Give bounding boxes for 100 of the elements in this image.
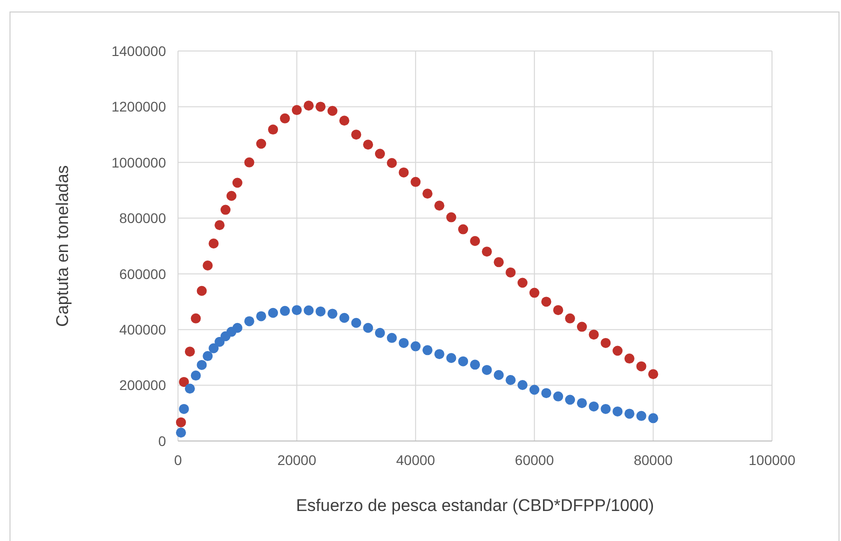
- point: [304, 305, 314, 316]
- point: [612, 346, 623, 356]
- point: [268, 308, 278, 318]
- point: [202, 260, 213, 270]
- point: [351, 130, 362, 140]
- point: [292, 105, 302, 116]
- point: [327, 106, 338, 116]
- point: [434, 349, 444, 360]
- point: [494, 370, 504, 380]
- point: [304, 100, 314, 111]
- point: [518, 380, 528, 390]
- point: [184, 384, 195, 394]
- point: [600, 404, 611, 414]
- point: [190, 370, 201, 381]
- point: [541, 296, 552, 307]
- y-tick-label: 800000: [119, 210, 166, 226]
- y-axis-title: Captuta en toneladas: [53, 165, 72, 327]
- point: [176, 428, 186, 438]
- point: [178, 404, 189, 414]
- point: [244, 157, 254, 168]
- x-axis-title: Esfuerzo de pesca estandar (CBD*DFPP/1000): [296, 496, 654, 515]
- point: [588, 330, 599, 340]
- point: [351, 318, 362, 328]
- point: [339, 116, 350, 126]
- point: [636, 410, 646, 421]
- point: [176, 417, 186, 428]
- point: [494, 257, 504, 268]
- point: [422, 345, 432, 356]
- point: [624, 354, 634, 364]
- point: [280, 113, 290, 124]
- point: [565, 313, 576, 324]
- point: [374, 328, 385, 338]
- point: [529, 288, 540, 298]
- point: [178, 376, 189, 387]
- point: [363, 140, 374, 150]
- x-tick-label: 80000: [634, 452, 673, 468]
- point: [410, 176, 421, 187]
- point: [588, 401, 599, 412]
- point: [268, 124, 278, 135]
- point: [624, 408, 634, 419]
- point: [470, 360, 480, 370]
- point: [196, 360, 207, 370]
- point: [565, 394, 576, 405]
- point: [208, 343, 219, 354]
- y-tick-label: 0: [158, 432, 166, 449]
- y-tick-label: 1400000: [111, 42, 166, 59]
- point: [600, 338, 611, 348]
- point: [327, 308, 338, 319]
- x-tick-label: 0: [174, 452, 182, 468]
- point: [244, 316, 254, 326]
- point: [386, 158, 397, 168]
- point: [576, 322, 587, 332]
- point: [612, 406, 623, 416]
- point: [202, 351, 213, 362]
- point: [226, 190, 236, 201]
- point: [363, 322, 374, 333]
- point: [518, 278, 528, 288]
- point: [398, 338, 409, 348]
- x-tick-label: 60000: [514, 452, 554, 468]
- y-tick-label: 400000: [119, 321, 166, 338]
- point: [529, 384, 540, 395]
- point: [374, 148, 385, 159]
- point: [482, 364, 492, 375]
- point: [482, 246, 492, 257]
- y-tick-label: 200000: [119, 377, 166, 394]
- point: [316, 306, 326, 316]
- point: [214, 220, 225, 230]
- point: [256, 311, 266, 322]
- point: [256, 138, 266, 149]
- point: [553, 391, 564, 402]
- point: [292, 305, 302, 316]
- point: [553, 305, 564, 316]
- point: [196, 286, 207, 296]
- point: [458, 356, 468, 366]
- point: [398, 167, 409, 178]
- point: [434, 200, 444, 211]
- y-tick-label: 600000: [119, 266, 166, 282]
- point: [470, 236, 480, 246]
- point: [576, 398, 587, 408]
- x-tick-label: 20000: [277, 452, 316, 468]
- point: [422, 188, 432, 199]
- point: [386, 332, 397, 343]
- point: [446, 212, 456, 222]
- point: [339, 312, 350, 323]
- point: [648, 413, 658, 424]
- x-tick-label: 100000: [748, 452, 796, 468]
- point: [506, 267, 516, 278]
- point: [208, 238, 219, 248]
- point: [506, 374, 516, 385]
- point: [541, 388, 552, 398]
- point: [648, 369, 658, 380]
- point: [184, 346, 195, 357]
- point: [410, 341, 421, 352]
- y-tick-label: 1000000: [111, 154, 166, 170]
- point: [232, 322, 242, 333]
- point: [190, 313, 201, 324]
- point: [220, 204, 231, 215]
- y-tick-label: 1200000: [111, 98, 166, 115]
- point: [280, 306, 290, 316]
- point: [636, 361, 646, 372]
